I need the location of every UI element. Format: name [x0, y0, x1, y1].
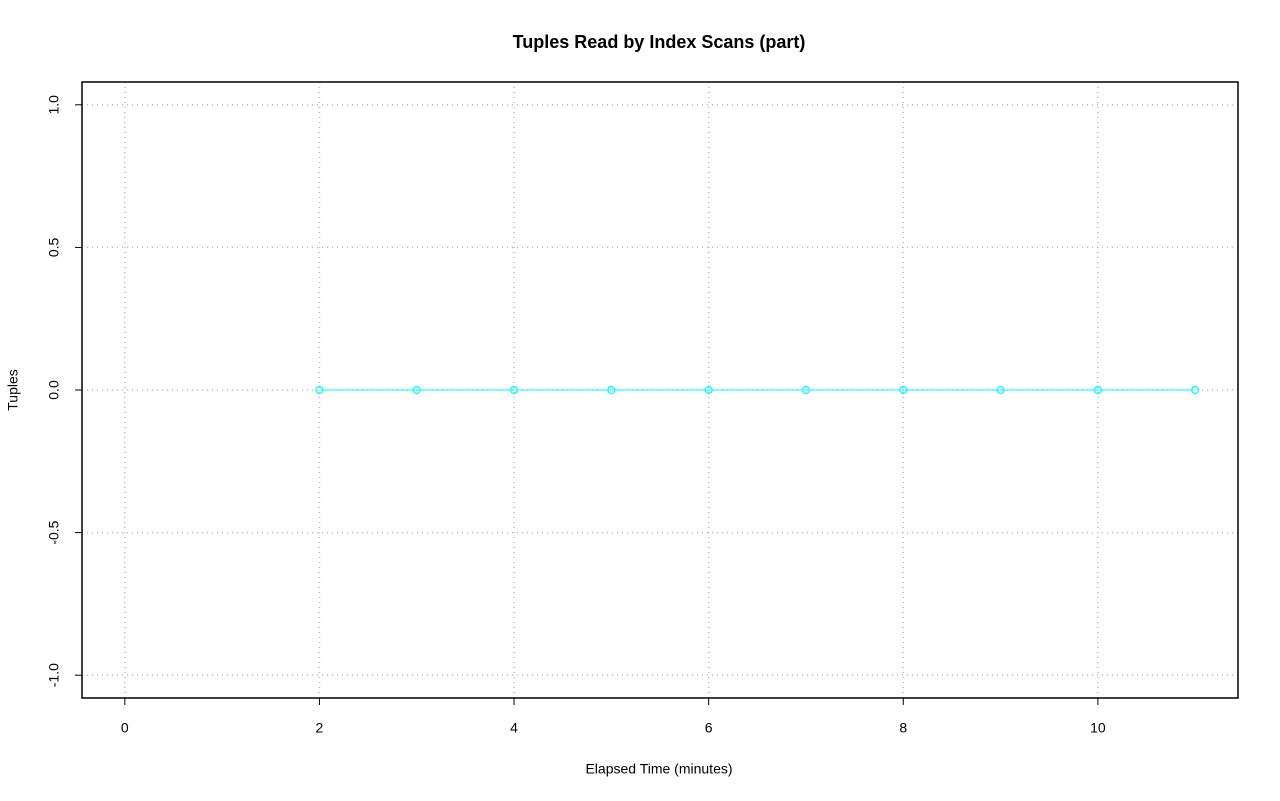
- point: [801, 385, 811, 395]
- point: [1093, 385, 1102, 395]
- x-tick-label: 8: [899, 720, 907, 736]
- point: [704, 385, 713, 395]
- point: [899, 385, 908, 395]
- point: [412, 385, 421, 395]
- point: [1191, 385, 1200, 395]
- point: [509, 385, 519, 395]
- plot-frame: [81, 81, 1239, 699]
- y-axis-label: Tuples: [5, 369, 21, 411]
- y-tick-label: -1.0: [46, 663, 62, 687]
- y-tick-label: -0.5: [46, 520, 62, 544]
- point: [607, 385, 616, 395]
- y-tick-label: 1.0: [46, 95, 62, 115]
- x-axis-label: Elapsed Time (minutes): [585, 761, 732, 777]
- x-tick-label: 0: [121, 720, 129, 736]
- point: [315, 385, 324, 395]
- y-tick-label: 0.0: [46, 380, 62, 400]
- x-tick-label: 2: [316, 720, 324, 736]
- x-tick-label: 10: [1090, 720, 1106, 736]
- y-tick-label: 0.5: [46, 237, 62, 257]
- x-tick-label: 4: [510, 720, 518, 736]
- chart-title: Tuples Read by Index Scans (part): [513, 32, 806, 52]
- point: [996, 385, 1005, 395]
- x-tick-label: 6: [705, 720, 713, 736]
